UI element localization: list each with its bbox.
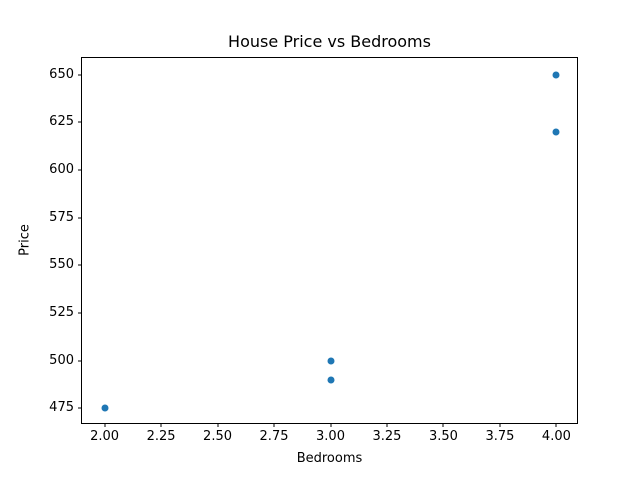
x-tick-label: 2.00 (90, 429, 120, 444)
x-tick-mark (104, 423, 106, 427)
x-tick-mark (499, 423, 501, 427)
y-tick-label: 575 (49, 209, 74, 225)
y-tick-label: 600 (49, 162, 74, 177)
x-tick-label: 3.00 (316, 429, 345, 444)
x-tick-label: 3.75 (485, 429, 515, 444)
y-tick-label: 500 (49, 352, 74, 368)
y-tick-mark (78, 407, 82, 409)
x-tick-label: 4.00 (541, 429, 571, 444)
y-tick-label: 625 (49, 114, 74, 130)
x-tick-mark (555, 423, 557, 427)
data-point (101, 404, 109, 412)
x-tick-mark (273, 423, 275, 427)
y-tick-mark (78, 360, 82, 362)
y-tick-mark (78, 169, 82, 171)
y-tick-label: 550 (49, 257, 74, 273)
plot-area: 2.00 2.25 2.50 2.75 3.00 3.25 3.50 3.75 4.00 475 5… (49, 57, 578, 444)
data-point (327, 357, 334, 365)
y-tick-mark (78, 312, 82, 314)
x-tick-label: 3.25 (372, 429, 402, 444)
x-tick-mark (160, 423, 162, 427)
x-tick-label: 2.50 (203, 429, 233, 444)
x-tick-mark (217, 423, 219, 427)
chart-title: House Price vs Bedrooms (228, 32, 431, 51)
x-tick-mark (386, 423, 388, 427)
x-tick-mark (330, 423, 331, 427)
data-point (552, 128, 560, 136)
x-tick-label: 2.75 (259, 429, 289, 444)
x-axis-label: Bedrooms (296, 451, 363, 466)
y-tick-mark (78, 264, 82, 266)
x-tick-mark (442, 423, 444, 427)
x-tick-label: 3.50 (428, 429, 458, 444)
data-point (327, 376, 334, 384)
y-axis-label: Price (17, 224, 33, 256)
y-tick-mark (78, 121, 82, 123)
y-tick-mark (78, 217, 82, 219)
x-tick-label: 2.25 (146, 429, 176, 444)
y-tick-label: 650 (49, 66, 74, 82)
data-point (552, 71, 560, 79)
y-tick-label: 475 (49, 400, 74, 416)
y-tick-label: 525 (49, 304, 74, 320)
y-tick-mark (78, 74, 82, 76)
